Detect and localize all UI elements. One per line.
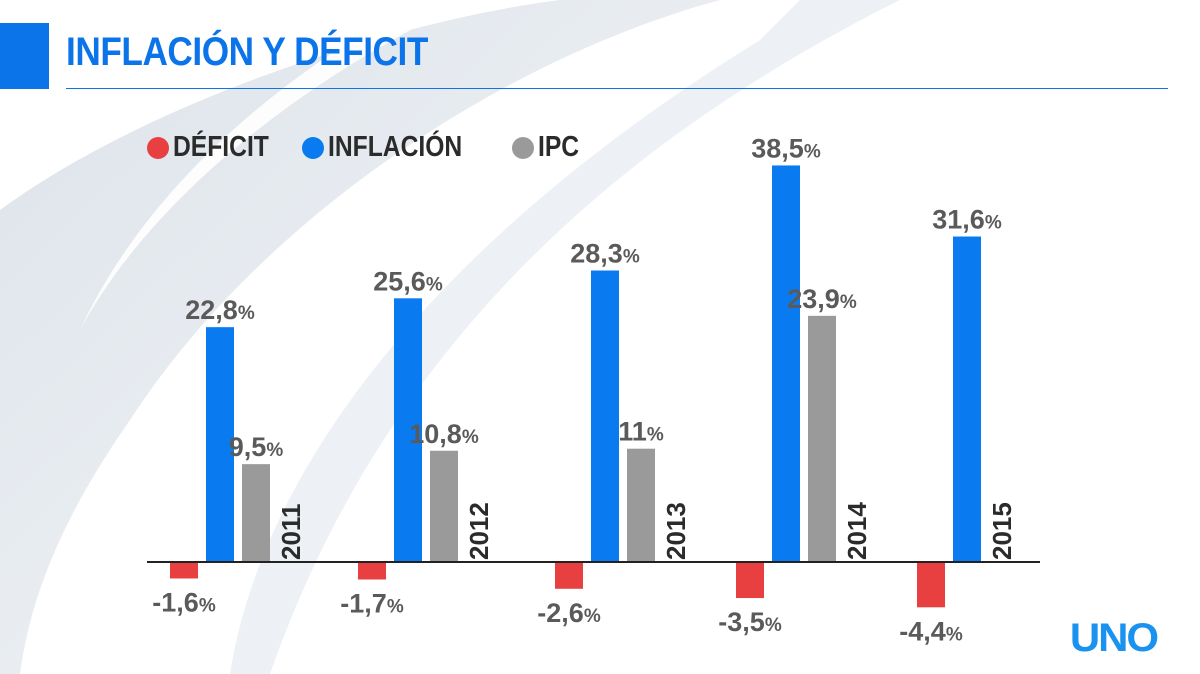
legend-label: INFLACIÓN [327, 131, 462, 163]
bar-ipc-2014 [808, 315, 836, 562]
legend-dot-icon [301, 136, 324, 159]
year-label: 2012 [464, 502, 494, 560]
legend-item-inflacion: INFLACIÓN [301, 131, 472, 164]
bar-inflación-2012 [394, 298, 422, 562]
data-label: -2,6% [537, 598, 601, 628]
year-label: 2011 [276, 504, 306, 560]
bar-déficit-2014 [736, 562, 764, 599]
data-label: -4,4% [899, 616, 963, 646]
data-label: 23,9% [787, 284, 857, 314]
bar-ipc-2011 [242, 464, 270, 562]
year-label: 2015 [987, 502, 1017, 560]
bar-déficit-2015 [917, 562, 945, 608]
data-label: -3,5% [718, 607, 782, 637]
data-label: 10,8% [409, 419, 479, 449]
page-title: INFLACIÓN Y DÉFICIT [66, 30, 428, 74]
data-label: 31,6% [932, 205, 1002, 235]
uno-logo: UNO [1069, 616, 1159, 660]
data-label: 11% [618, 417, 664, 447]
legend-dot-icon [511, 136, 534, 159]
bar-inflación-2013 [591, 270, 619, 562]
legend-label: DÉFICIT [173, 131, 269, 163]
data-label: -1,6% [152, 587, 216, 617]
bar-déficit-2011 [170, 562, 198, 579]
data-label: 9,5% [229, 432, 284, 462]
data-label: 22,8% [185, 295, 255, 325]
title-divider [66, 88, 1168, 89]
bar-déficit-2013 [555, 562, 583, 589]
bar-inflación-2011 [206, 327, 234, 562]
legend-label: IPC [537, 131, 579, 163]
legend-item-ipc: IPC [511, 131, 579, 164]
bar-inflación-2014 [772, 165, 800, 562]
bar-déficit-2012 [358, 562, 386, 580]
bar-ipc-2013 [627, 448, 655, 562]
bar-ipc-2012 [430, 450, 458, 562]
title-accent-block [0, 23, 49, 89]
data-label: 28,3% [570, 239, 640, 269]
legend-item-deficit: DÉFICIT [147, 131, 272, 164]
bar-inflación-2015 [953, 236, 981, 562]
data-label: 38,5% [751, 133, 821, 163]
chart-legend: DÉFICIT INFLACIÓN IPC [147, 131, 602, 164]
year-label: 2014 [842, 502, 872, 560]
data-label: 25,6% [373, 266, 443, 296]
year-label: 2013 [661, 502, 691, 560]
legend-dot-icon [147, 136, 169, 159]
data-label: -1,7% [340, 589, 404, 619]
